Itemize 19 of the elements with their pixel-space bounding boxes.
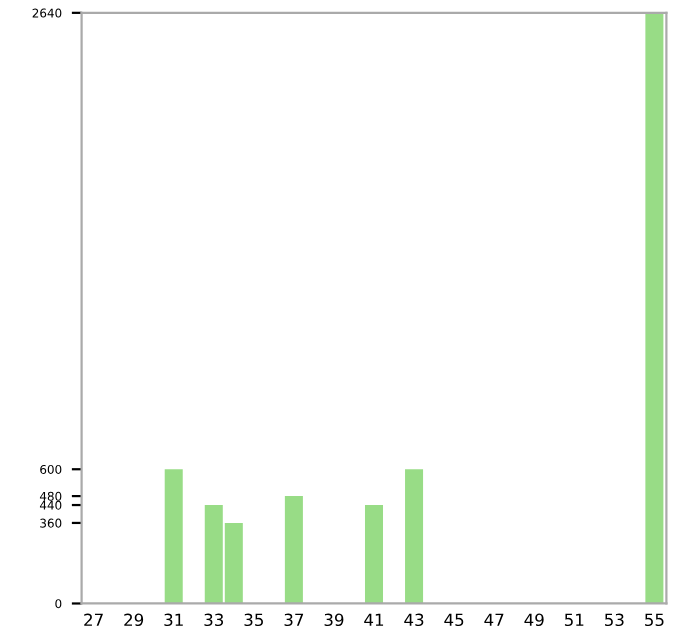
x-tick-label: 43 [404, 613, 424, 627]
x-tick-label: 51 [564, 613, 584, 627]
bar [284, 496, 303, 604]
x-tick-label: 35 [244, 613, 263, 627]
x-tick-label: 33 [204, 613, 224, 627]
x-tick-label: 55 [645, 613, 664, 627]
x-tick-label: 47 [484, 613, 504, 626]
x-tick-label: 31 [164, 613, 183, 627]
x-tick-label: 39 [324, 613, 344, 627]
bar [405, 469, 424, 604]
x-tick-label: 29 [124, 613, 144, 627]
x-tick-label: 53 [605, 613, 624, 627]
x-tick-label: 41 [364, 613, 384, 626]
bar [164, 469, 183, 604]
x-tick-label: 27 [84, 613, 103, 626]
x-tick-label: 45 [444, 613, 464, 627]
x-tick-label: 49 [524, 613, 544, 627]
x-tick-label: 37 [284, 613, 304, 627]
bar [364, 505, 384, 604]
